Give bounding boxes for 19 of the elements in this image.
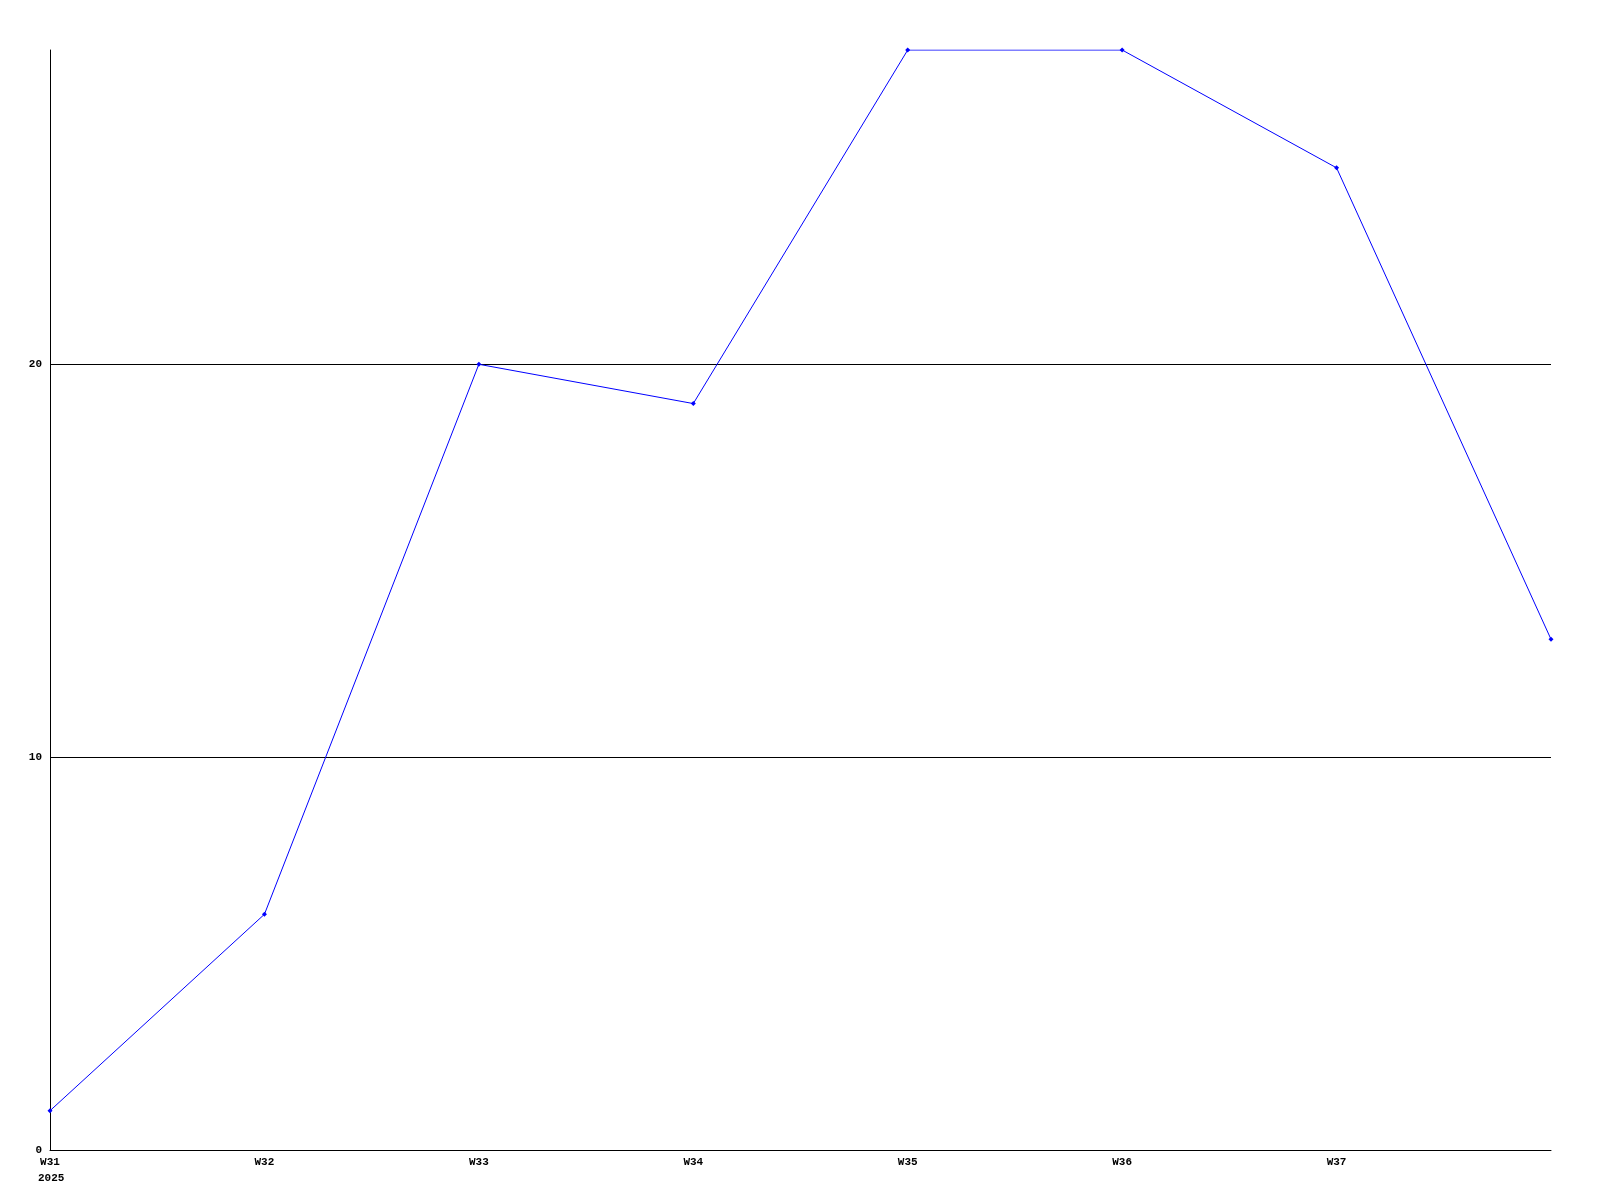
point — [261, 911, 267, 917]
point — [1119, 47, 1125, 53]
x-tick-label: W37 — [1326, 1155, 1347, 1168]
point — [1334, 165, 1340, 171]
y-tick-label: 0 — [35, 1144, 42, 1156]
point — [690, 401, 696, 407]
x-tick-label: W32 — [254, 1155, 275, 1168]
x-tick-label: W36 — [1112, 1155, 1133, 1168]
point — [905, 47, 911, 53]
text: 2025 — [38, 1171, 65, 1184]
x-tick-label: W34 — [683, 1155, 704, 1168]
point — [47, 1108, 53, 1114]
x-tick-label: W31 — [40, 1155, 61, 1168]
y-tick-label: 10 — [28, 751, 42, 764]
y-tick-label: 20 — [28, 358, 42, 371]
x-tick-label: W33 — [468, 1155, 490, 1168]
point — [1548, 636, 1554, 642]
point — [476, 361, 482, 367]
x-tick-label: W35 — [897, 1155, 919, 1168]
